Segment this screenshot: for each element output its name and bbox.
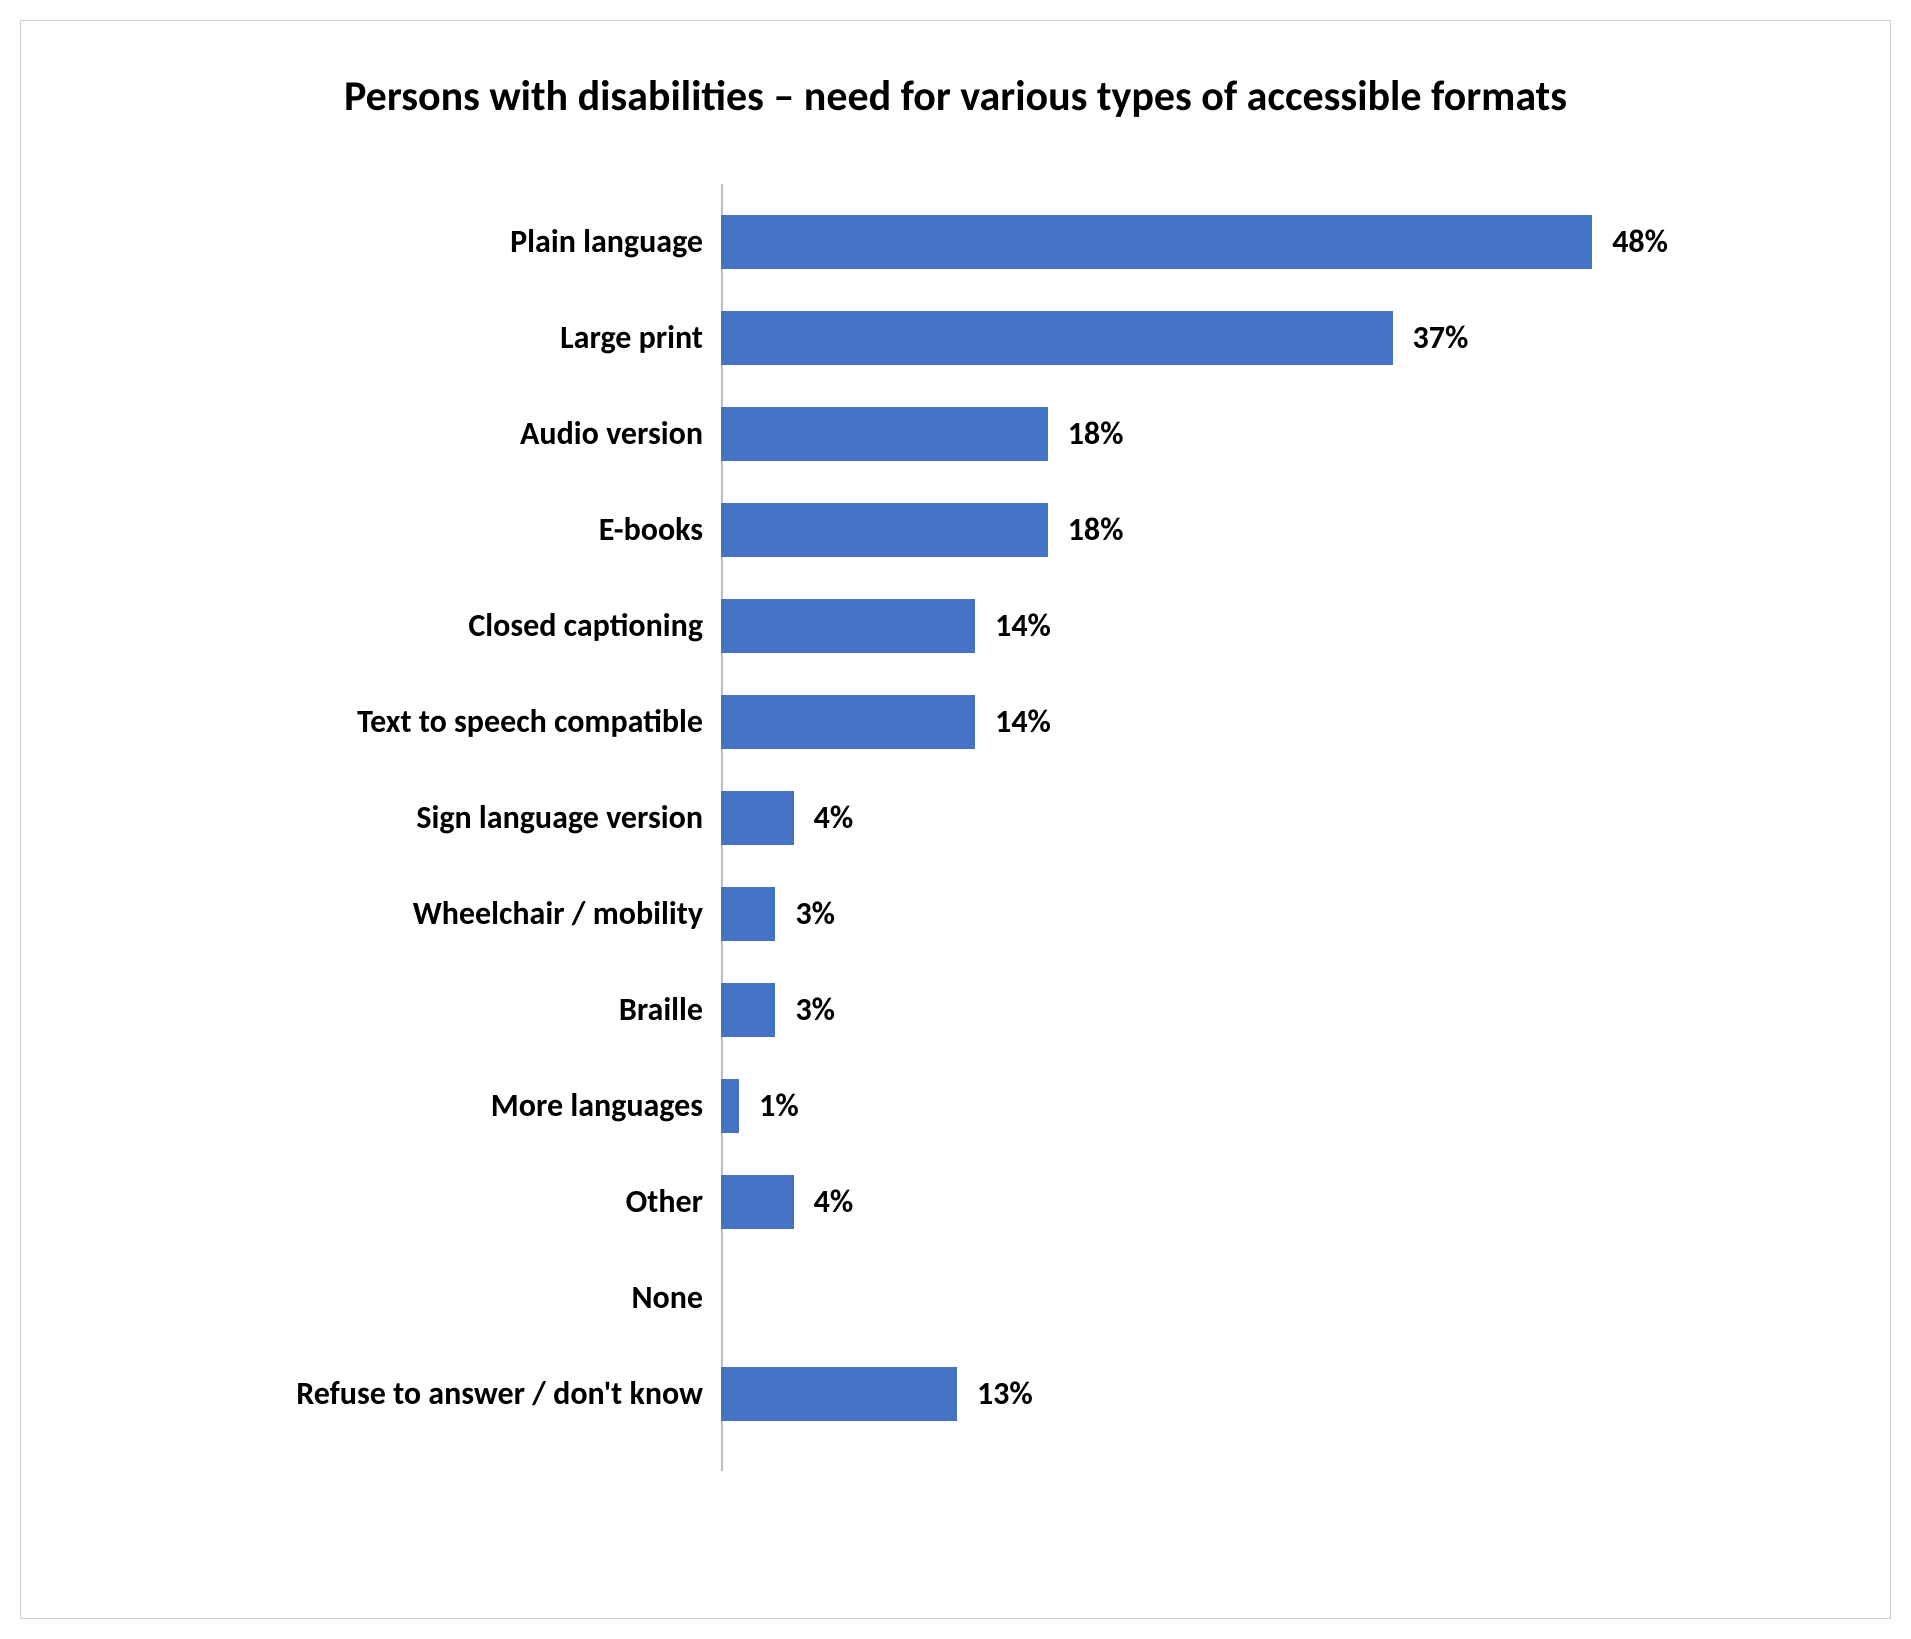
bar-zone: 18% — [721, 482, 1810, 578]
bar — [721, 1367, 957, 1421]
bar-zone: 3% — [721, 866, 1810, 962]
value-label: 14% — [995, 606, 1051, 645]
bar-zone: 37% — [721, 290, 1810, 386]
value-label: 13% — [977, 1374, 1033, 1413]
bar — [721, 1175, 794, 1229]
bar-zone: 14% — [721, 674, 1810, 770]
chart-row: Wheelchair / mobility 3% — [101, 866, 1810, 962]
bar — [721, 407, 1048, 461]
plot-area: Plain language 48% Large print 37% Audio ver… — [101, 194, 1810, 1461]
bar — [721, 791, 794, 845]
value-label: 4% — [814, 1182, 854, 1221]
value-label: 18% — [1068, 414, 1124, 453]
bar-zone: 1% — [721, 1058, 1810, 1154]
chart-row: Sign language version 4% — [101, 770, 1810, 866]
category-label: E-books — [101, 510, 721, 549]
value-label: 14% — [995, 702, 1051, 741]
chart-row: Other 4% — [101, 1154, 1810, 1250]
chart-row: None — [101, 1250, 1810, 1346]
value-label: 1% — [759, 1086, 799, 1125]
bar — [721, 695, 975, 749]
bar-zone — [721, 1250, 1810, 1346]
chart-row: Closed captioning 14% — [101, 578, 1810, 674]
category-label: Audio version — [101, 414, 721, 453]
bar — [721, 311, 1393, 365]
bar — [721, 503, 1048, 557]
value-label: 3% — [795, 894, 835, 933]
bar-zone: 4% — [721, 770, 1810, 866]
chart-row: Braille 3% — [101, 962, 1810, 1058]
bar — [721, 887, 775, 941]
chart-row: E-books 18% — [101, 482, 1810, 578]
category-label: Other — [101, 1182, 721, 1221]
chart-row: More languages 1% — [101, 1058, 1810, 1154]
category-label: Text to speech compatible — [101, 702, 721, 741]
value-label: 3% — [795, 990, 835, 1029]
chart-row: Refuse to answer / don't know 13% — [101, 1346, 1810, 1442]
category-label: Sign language version — [101, 798, 721, 837]
chart-row: Large print 37% — [101, 290, 1810, 386]
chart-title: Persons with disabilities – need for var… — [101, 71, 1810, 124]
value-label: 37% — [1413, 318, 1469, 357]
bar-zone: 48% — [721, 194, 1810, 290]
bar — [721, 215, 1592, 269]
bar-zone: 18% — [721, 386, 1810, 482]
category-label: Wheelchair / mobility — [101, 894, 721, 933]
category-label: Closed captioning — [101, 606, 721, 645]
bar-zone: 4% — [721, 1154, 1810, 1250]
category-label: None — [101, 1278, 721, 1317]
bar-zone: 13% — [721, 1346, 1810, 1442]
value-label: 48% — [1612, 222, 1668, 261]
value-label: 18% — [1068, 510, 1124, 549]
category-label: Plain language — [101, 222, 721, 261]
bar-zone: 3% — [721, 962, 1810, 1058]
bar — [721, 983, 775, 1037]
category-label: Braille — [101, 990, 721, 1029]
chart-row: Audio version 18% — [101, 386, 1810, 482]
bar-zone: 14% — [721, 578, 1810, 674]
chart-container: Persons with disabilities – need for var… — [20, 20, 1891, 1619]
category-label: More languages — [101, 1086, 721, 1125]
value-label: 4% — [814, 798, 854, 837]
bar — [721, 1079, 739, 1133]
category-label: Refuse to answer / don't know — [101, 1374, 721, 1413]
chart-row: Plain language 48% — [101, 194, 1810, 290]
category-label: Large print — [101, 318, 721, 357]
bar — [721, 599, 975, 653]
chart-row: Text to speech compatible 14% — [101, 674, 1810, 770]
